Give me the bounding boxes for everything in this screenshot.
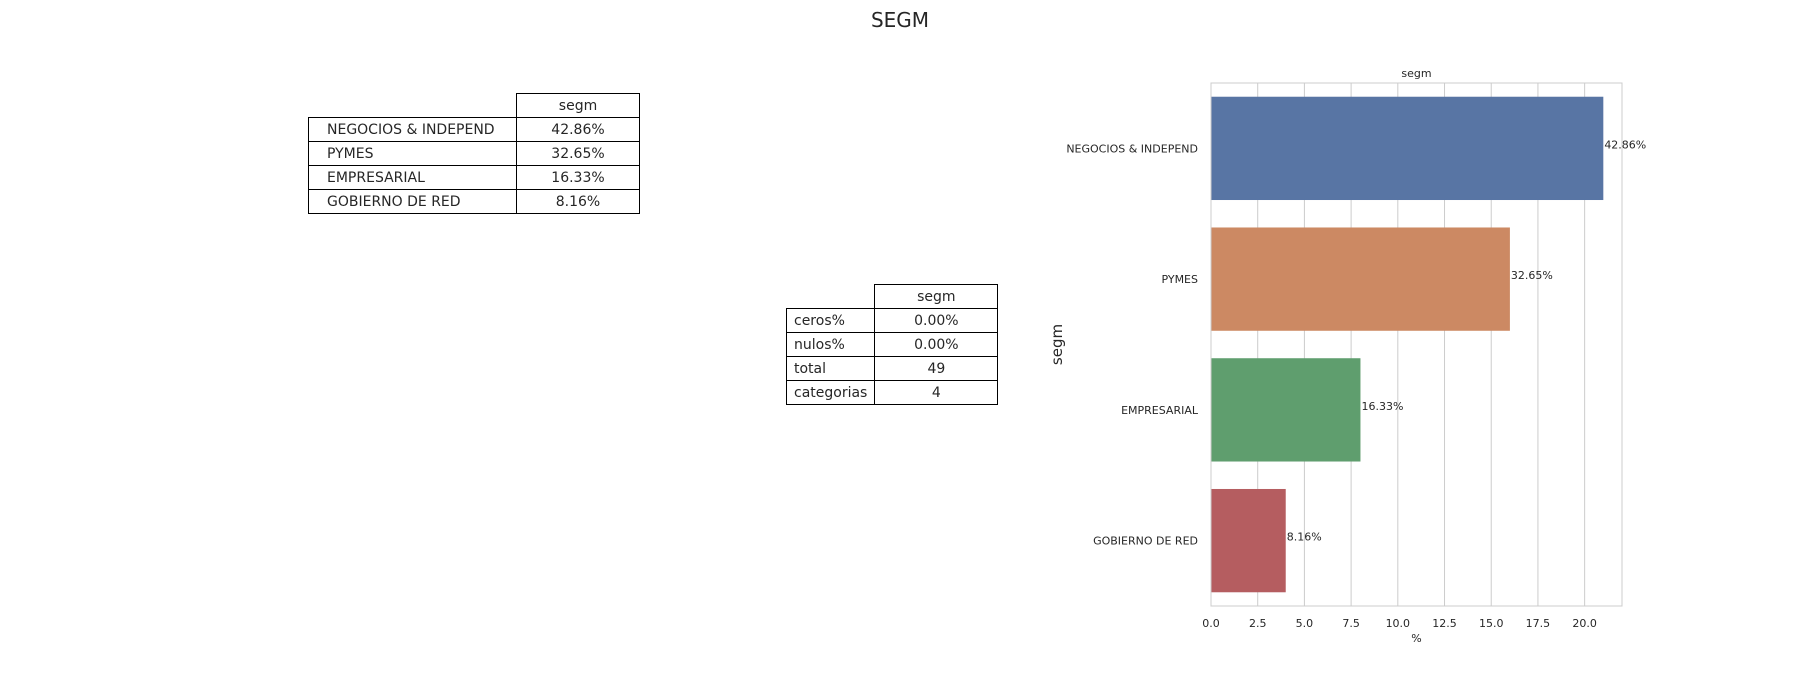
x-tick-label: 10.0 xyxy=(1386,617,1411,630)
category-tick-label: GOBIERNO DE RED xyxy=(1093,535,1198,548)
table-row: GOBIERNO DE RED 8.16% xyxy=(308,189,640,214)
category-tick-label: EMPRESARIAL xyxy=(1121,404,1199,417)
row-label: EMPRESARIAL xyxy=(308,165,517,190)
table-row: ceros% 0.00% xyxy=(785,308,999,333)
data-label: 16.33% xyxy=(1361,400,1403,413)
column-header: segm xyxy=(516,93,640,118)
bar xyxy=(1211,488,1286,593)
row-value: 8.16% xyxy=(516,189,640,214)
table-row: NEGOCIOS & INDEPEND 42.86% xyxy=(308,117,640,142)
table-row: total 49 xyxy=(785,356,999,381)
row-label: GOBIERNO DE RED xyxy=(308,189,517,214)
row-value: 0.00% xyxy=(874,308,999,333)
row-value: 32.65% xyxy=(516,141,640,166)
table-row: categorias 4 xyxy=(785,380,999,405)
data-label: 8.16% xyxy=(1287,531,1322,544)
row-value: 4 xyxy=(874,380,999,405)
table-header-row: segm xyxy=(309,93,640,118)
y-axis-label: segm xyxy=(1048,324,1066,365)
summary-table: segm ceros% 0.00% nulos% 0.00% total 49 … xyxy=(785,284,999,405)
table-row: nulos% 0.00% xyxy=(785,332,999,357)
frequency-table: segm NEGOCIOS & INDEPEND 42.86% PYMES 32… xyxy=(308,93,640,214)
category-tick-label: PYMES xyxy=(1161,273,1198,286)
x-tick-label: 20.0 xyxy=(1572,617,1597,630)
row-label: total xyxy=(785,356,876,381)
row-label: NEGOCIOS & INDEPEND xyxy=(308,117,517,142)
x-tick-label: 7.5 xyxy=(1342,617,1360,630)
category-tick-label: NEGOCIOS & INDEPEND xyxy=(1066,142,1198,155)
x-tick-label: 2.5 xyxy=(1249,617,1267,630)
table-row: EMPRESARIAL 16.33% xyxy=(308,165,640,190)
bar xyxy=(1211,96,1604,201)
row-label: ceros% xyxy=(785,308,876,333)
x-tick-label: 5.0 xyxy=(1296,617,1314,630)
plot-frame xyxy=(1210,82,1623,607)
x-axis-label: % xyxy=(1411,632,1421,645)
row-value: 42.86% xyxy=(516,117,640,142)
figure-title: SEGM xyxy=(870,8,930,32)
x-tick-label: 0.0 xyxy=(1202,617,1220,630)
chart-title: segm xyxy=(1401,67,1431,80)
bar xyxy=(1211,227,1510,331)
x-tick-label: 12.5 xyxy=(1432,617,1457,630)
x-tick-label: 17.5 xyxy=(1526,617,1551,630)
x-tick-label: 15.0 xyxy=(1479,617,1504,630)
data-label: 42.86% xyxy=(1604,138,1646,151)
data-label: 32.65% xyxy=(1511,269,1553,282)
row-label: categorias xyxy=(785,380,876,405)
row-value: 49 xyxy=(874,356,999,381)
column-header: segm xyxy=(874,284,999,309)
table-header-row: segm xyxy=(787,284,999,309)
row-label: nulos% xyxy=(785,332,876,357)
bar xyxy=(1211,358,1361,462)
row-value: 16.33% xyxy=(516,165,640,190)
